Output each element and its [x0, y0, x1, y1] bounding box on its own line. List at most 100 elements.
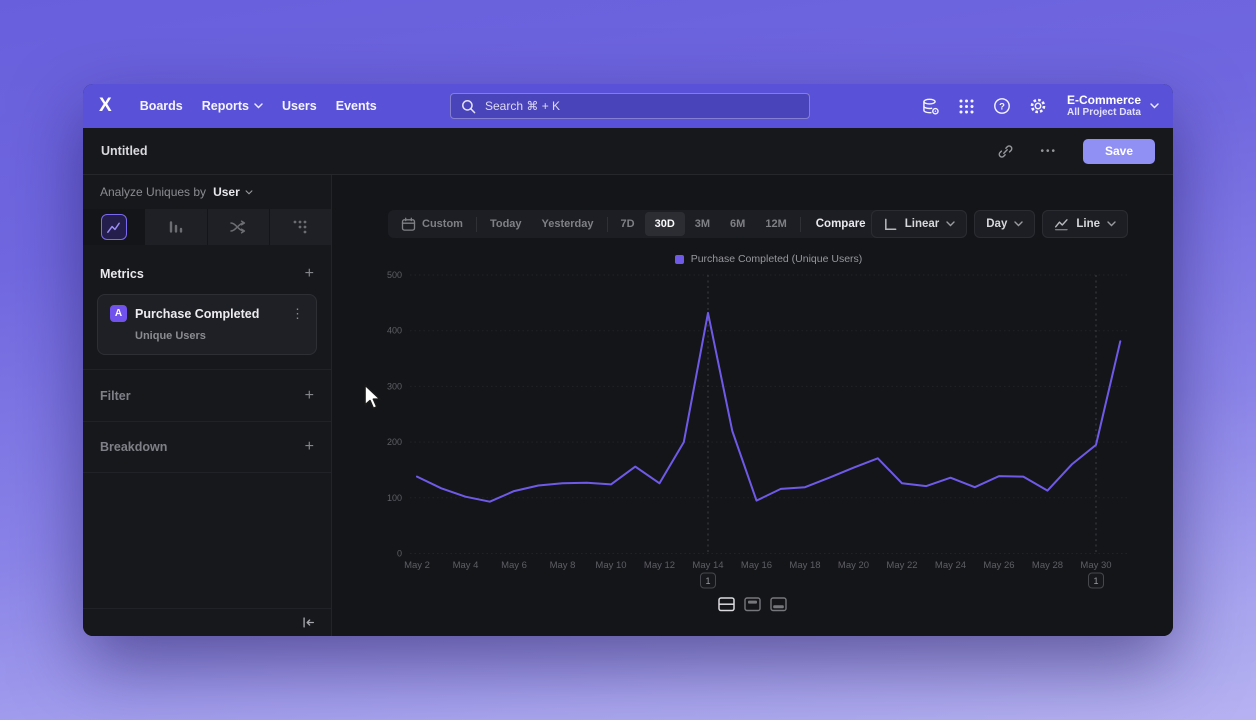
- add-filter-button[interactable]: +: [304, 386, 314, 404]
- range-today[interactable]: Today: [480, 212, 532, 236]
- toolbar-separator: [606, 216, 608, 232]
- metric-series-badge: A: [110, 305, 127, 322]
- collapse-sidebar-icon[interactable]: [301, 615, 316, 630]
- metric-aggregation[interactable]: Unique Users: [135, 330, 206, 342]
- interval-dropdown[interactable]: Day: [974, 210, 1036, 238]
- retention-dots-icon: [291, 218, 309, 236]
- search-icon: [461, 99, 476, 114]
- toolbar-separator: [475, 216, 477, 232]
- x-axis-tick-label: May 2: [404, 560, 430, 571]
- chart-legend: Purchase Completed (Unique Users): [417, 253, 1120, 265]
- line-chart[interactable]: 0 100 200 300 400 500 May 2 May 4 May 6 May 8 May …: [332, 175, 1173, 636]
- analyze-entity-dropdown[interactable]: User: [213, 185, 240, 199]
- data-management-icon[interactable]: [921, 97, 940, 116]
- breakdown-section: Breakdown +: [83, 421, 331, 473]
- range-3m[interactable]: 3M: [685, 212, 720, 236]
- range-label: 30D: [654, 218, 675, 230]
- x-axis-tick-label: May 14: [692, 560, 723, 571]
- range-30d[interactable]: 30D: [644, 212, 685, 236]
- legend-swatch: [674, 254, 684, 264]
- chart-type-dropdown[interactable]: Line: [1042, 210, 1128, 238]
- range-custom[interactable]: Custom: [391, 212, 473, 236]
- nav-item-reports[interactable]: Reports: [202, 99, 263, 113]
- calendar-icon: [401, 217, 416, 231]
- chart-toolbar: Custom Today Yesterday 7D 30D 3M 6M 12M Compare…: [332, 210, 1173, 238]
- add-breakdown-button[interactable]: +: [304, 438, 314, 455]
- kebab-menu-icon[interactable]: ⋮: [291, 305, 304, 321]
- app-logo[interactable]: X: [99, 95, 112, 116]
- x-axis-tick-label: May 16: [741, 560, 772, 571]
- toolbar-separator: [799, 216, 801, 232]
- insights-line-chart-icon: [100, 214, 127, 240]
- nav-item-events[interactable]: Events: [336, 99, 377, 113]
- view-chart-only-icon[interactable]: [744, 597, 761, 612]
- spacer: [83, 355, 331, 369]
- metrics-title: Metrics: [100, 267, 144, 281]
- tab-flows[interactable]: [207, 209, 270, 245]
- apps-grid-icon[interactable]: [958, 98, 975, 115]
- range-label: 6M: [730, 218, 746, 230]
- x-axis-tick-label: May 26: [983, 560, 1014, 571]
- funnel-bars-icon: [167, 218, 185, 236]
- top-navbar: X Boards Reports Users Events Search ⌘ + K: [83, 84, 1173, 128]
- range-label: 12M: [765, 218, 787, 230]
- range-6m[interactable]: 6M: [720, 212, 755, 236]
- series-line[interactable]: [416, 311, 1122, 503]
- chart-panel: Custom Today Yesterday 7D 30D 3M 6M 12M Compare…: [332, 175, 1173, 636]
- x-axis-tick-label: May 22: [886, 560, 917, 571]
- project-switcher[interactable]: E-Commerce All Project Data: [1067, 93, 1159, 119]
- save-button[interactable]: Save: [1083, 138, 1155, 164]
- app-body: Analyze Uniques by User: [83, 175, 1173, 636]
- compare-label: Compare: [815, 218, 866, 230]
- tab-retention[interactable]: [269, 209, 331, 245]
- chevron-down-icon: [946, 221, 955, 227]
- project-subtitle: All Project Data: [1066, 107, 1141, 118]
- chevron-down-icon: [1107, 221, 1116, 227]
- range-label: 7D: [620, 218, 635, 230]
- chevron-down-icon: [1150, 103, 1159, 109]
- filter-section: Filter +: [83, 369, 331, 421]
- analyze-label: Analyze Uniques by: [100, 185, 207, 199]
- annotation-badge[interactable]: [1088, 572, 1104, 589]
- settings-gear-icon[interactable]: [1029, 97, 1047, 115]
- chart-type-label: Line: [1076, 218, 1100, 230]
- tab-insights[interactable]: [83, 209, 146, 245]
- flows-arrows-icon: [229, 218, 247, 236]
- search-input[interactable]: Search ⌘ + K: [450, 93, 810, 119]
- range-yesterday[interactable]: Yesterday: [532, 212, 604, 236]
- metric-card[interactable]: A Purchase Completed ⋮ Unique Users: [97, 294, 317, 355]
- range-12m[interactable]: 12M: [755, 212, 796, 236]
- x-axis-tick-label: May 12: [644, 560, 675, 571]
- add-metric-button[interactable]: +: [304, 265, 314, 282]
- more-options-button[interactable]: •••: [1040, 145, 1057, 157]
- sidebar-footer: [83, 608, 331, 636]
- range-7d[interactable]: 7D: [611, 212, 645, 236]
- help-icon[interactable]: ?: [993, 97, 1011, 115]
- x-axis-tick-label: May 28: [1032, 560, 1063, 571]
- svg-text:?: ?: [999, 101, 1005, 112]
- share-link-icon[interactable]: [997, 143, 1014, 160]
- annotation-badge-count: 1: [705, 576, 710, 586]
- y-axis-tick-label: 300: [387, 381, 402, 391]
- range-label: Yesterday: [541, 218, 594, 230]
- y-axis-tick-label: 0: [397, 549, 402, 559]
- y-axis-tick-label: 500: [387, 270, 402, 280]
- scale-dropdown[interactable]: Linear: [870, 210, 968, 238]
- x-axis-tick-label: May 4: [453, 560, 479, 571]
- nav-item-boards[interactable]: Boards: [140, 99, 183, 113]
- x-axis-tick-label: May 10: [595, 560, 626, 571]
- main-menu: Boards Reports Users Events: [140, 99, 377, 113]
- report-title[interactable]: Untitled: [101, 144, 148, 158]
- annotation-badge[interactable]: [700, 572, 716, 589]
- view-split-icon[interactable]: [718, 597, 735, 612]
- tab-funnels[interactable]: [145, 209, 208, 245]
- range-label: 3M: [694, 218, 711, 230]
- view-table-bottom-icon[interactable]: [770, 597, 787, 612]
- chevron-down-icon: [1014, 221, 1024, 227]
- nav-item-users[interactable]: Users: [282, 99, 317, 113]
- chevron-down-icon: [254, 103, 263, 109]
- navbar-right: ? E-Commerce All Project Data: [921, 84, 1159, 128]
- project-name: E-Commerce: [1066, 93, 1141, 107]
- chart-display-controls: Linear Day Line: [870, 210, 1128, 238]
